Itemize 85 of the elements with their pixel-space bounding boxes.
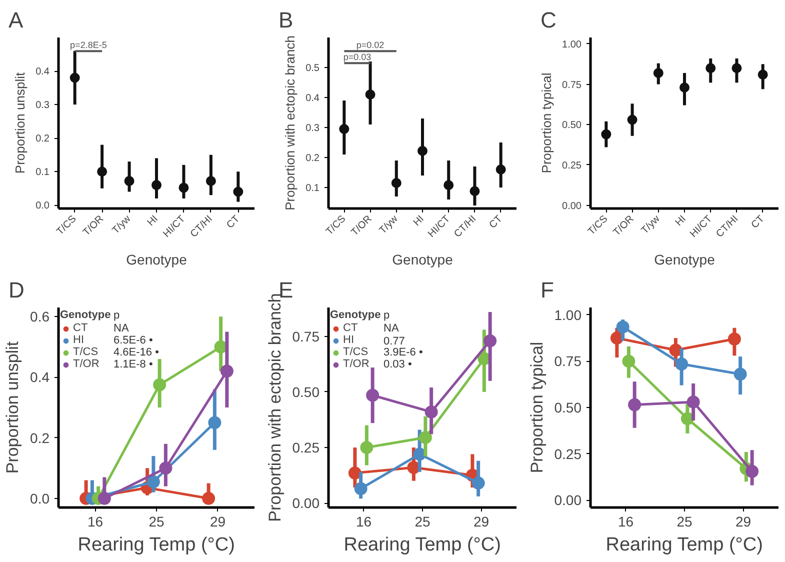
y-tick-label: 0.00 [292, 495, 320, 512]
y-tick-label: 0.2 [306, 153, 320, 164]
annotation: 0.03 • [384, 358, 412, 370]
x-axis-title: Rearing Temp (°C) [606, 534, 763, 556]
y-tick-label: 0.2 [36, 134, 50, 145]
x-tick-label: HI [674, 214, 688, 228]
x-axis-title: Genotype [392, 252, 454, 268]
annotation: 1.1E-8 • [114, 358, 153, 370]
y-tick-label: 0.4 [306, 93, 320, 104]
legend-label: HI [343, 334, 355, 346]
x-tick-label: HI [412, 214, 426, 228]
y-tick-label: 0.50 [554, 400, 582, 416]
annotation: NA [384, 322, 400, 334]
y-tick-label: 0.3 [36, 100, 50, 112]
x-axis-title: Rearing Temp (°C) [344, 534, 501, 556]
y-axis-title: Proportion typical [527, 342, 546, 474]
legend-label: CT [73, 322, 89, 334]
x-tick-label: 29 [735, 514, 752, 530]
legend-label: T/CS [343, 346, 368, 358]
x-tick-label: T/yw [378, 213, 401, 236]
y-tick-label: 1.00 [562, 39, 582, 50]
chart-title: B [278, 8, 294, 32]
chart-title: C [540, 8, 556, 32]
y-axis-title: Proportion typical [539, 72, 554, 174]
x-axis-title: Rearing Temp (°C) [78, 534, 235, 556]
y-tick-label: 0.50 [562, 120, 582, 132]
y-tick-label: 0.0 [36, 200, 50, 212]
y-tick-label: 0.25 [292, 440, 320, 456]
x-tick-label: 16 [87, 514, 104, 530]
y-tick-label: 0.75 [554, 353, 582, 370]
y-tick-label: 0.2 [30, 430, 50, 446]
legend-label: T/CS [73, 346, 98, 358]
legend-label: T/OR [343, 358, 370, 370]
x-tick-label: 25 [414, 514, 430, 530]
annotation: p=0.02 [356, 40, 384, 50]
y-tick-label: 0.1 [306, 183, 320, 194]
legend-title: Genotype [330, 309, 381, 321]
y-tick-label: 0.6 [30, 308, 50, 325]
x-tick-label: 29 [210, 514, 226, 530]
y-tick-label: 1.00 [554, 306, 582, 323]
y-tick-label: 0.75 [292, 328, 320, 344]
annotation: p=2.8E-5 [70, 40, 107, 50]
legend-label: HI [73, 334, 85, 346]
legend-title: Genotype [60, 309, 111, 321]
x-tick-label: CT [750, 214, 767, 231]
x-tick-label: CT [488, 214, 505, 231]
x-tick-label: T/yw [640, 213, 663, 236]
annotation: 0.77 [384, 336, 405, 348]
x-tick-label: CT [224, 214, 242, 231]
annotation: NA [114, 322, 130, 334]
annotation: 4.6E-16 • [114, 346, 160, 358]
legend-label: CT [343, 322, 359, 334]
legend-label: T/OR [73, 358, 100, 370]
y-tick-label: 0.00 [562, 200, 582, 212]
y-tick-label: 0.3 [306, 123, 320, 134]
y-axis-title: Proportion unsplit [3, 341, 22, 474]
annotation: p [384, 310, 390, 322]
x-tick-label: 25 [676, 514, 692, 530]
x-tick-label: 16 [618, 514, 634, 530]
x-tick-label: T/yw [110, 213, 134, 236]
x-axis-title: Genotype [654, 252, 716, 268]
x-tick-label: 29 [473, 514, 490, 530]
y-axis-title: Proportion unsplit [12, 72, 28, 174]
y-tick-label: 0.0 [30, 490, 50, 506]
annotation: 3.9E-6 • [384, 346, 423, 358]
y-tick-label: 0.00 [554, 492, 582, 508]
x-tick-label: 16 [356, 514, 372, 530]
y-tick-label: 0.4 [36, 66, 50, 78]
annotation: p=0.03 [343, 52, 372, 62]
annotation: 6.5E-6 • [114, 334, 153, 346]
annotation: p [114, 310, 120, 322]
y-axis-title: Proportion with ectopic branch [282, 36, 298, 210]
y-tick-label: 0.25 [554, 446, 582, 462]
y-tick-label: 0.1 [36, 167, 50, 178]
chart-title: D [8, 278, 24, 302]
y-tick-label: 0.75 [562, 80, 582, 91]
y-tick-label: 0.25 [562, 160, 582, 172]
x-tick-label: 25 [148, 514, 164, 530]
chart-title: F [540, 278, 554, 302]
x-axis-title: Genotype [126, 252, 188, 268]
chart-title: A [8, 8, 24, 32]
y-tick-label: 0.4 [30, 369, 50, 386]
y-tick-label: 0.50 [292, 384, 320, 400]
x-tick-label: HI [146, 214, 160, 228]
y-tick-label: 0.5 [306, 63, 320, 74]
